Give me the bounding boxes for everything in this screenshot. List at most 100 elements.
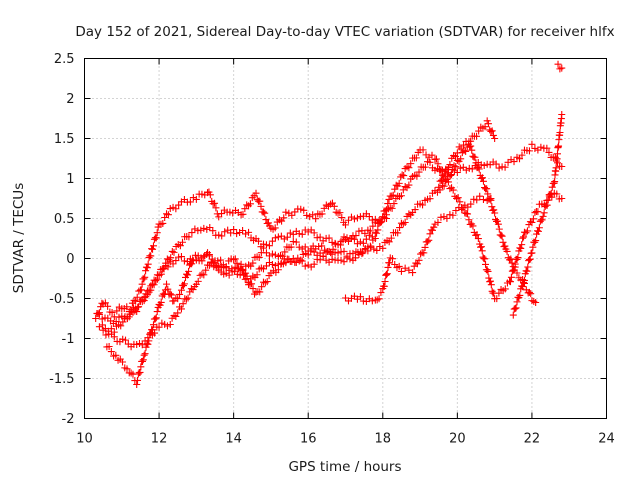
data-point (177, 305, 185, 313)
series-3 (95, 117, 499, 336)
data-point (319, 252, 327, 260)
data-point (359, 239, 367, 247)
data-point (479, 177, 487, 185)
data-point (495, 225, 503, 233)
data-point (143, 264, 151, 272)
data-point (125, 313, 133, 321)
data-point (531, 209, 539, 217)
data-point (153, 308, 161, 316)
data-point (349, 249, 357, 257)
data-point (331, 248, 339, 256)
data-point (462, 166, 470, 174)
data-point (527, 290, 535, 298)
data-point (430, 223, 438, 231)
data-point (241, 205, 249, 213)
data-point (383, 206, 391, 214)
data-point (123, 303, 131, 311)
data-point (440, 182, 448, 190)
data-point (163, 280, 171, 288)
series-4 (99, 146, 566, 351)
data-point (425, 236, 433, 244)
y-tick-label: -1.5 (49, 372, 74, 387)
data-point (468, 165, 476, 173)
data-point (373, 246, 381, 254)
data-point (511, 305, 519, 313)
data-point (388, 204, 396, 212)
data-point (230, 226, 238, 234)
data-point (159, 219, 167, 227)
data-point (271, 234, 279, 242)
data-point (528, 249, 536, 257)
data-point (186, 198, 194, 206)
data-point (438, 166, 446, 174)
data-point (552, 164, 560, 172)
data-point (401, 183, 409, 191)
data-point (375, 295, 383, 303)
data-point (479, 253, 487, 261)
data-point (426, 195, 434, 203)
data-point (234, 264, 242, 272)
y-tick-label: 0.5 (54, 212, 75, 227)
data-point (508, 259, 516, 267)
data-point (280, 214, 288, 222)
data-point (487, 277, 494, 285)
data-point (379, 244, 387, 252)
data-point (164, 285, 172, 293)
data-point (307, 245, 315, 253)
data-point (140, 297, 148, 305)
data-point (366, 242, 374, 250)
data-point (123, 365, 131, 373)
data-point (239, 266, 247, 274)
data-point (170, 248, 178, 256)
data-point (268, 250, 276, 258)
data-point (352, 232, 360, 240)
data-point (336, 209, 344, 217)
data-point (188, 260, 196, 268)
data-point (231, 255, 239, 263)
data-point (407, 160, 415, 168)
data-point (108, 308, 116, 316)
data-point (417, 250, 425, 258)
data-point (206, 223, 214, 231)
data-point (355, 227, 363, 235)
data-point (256, 197, 264, 205)
data-point (487, 127, 495, 135)
data-point (309, 211, 317, 219)
y-tick-label: -1 (62, 332, 75, 347)
data-point (460, 141, 468, 149)
data-point (163, 210, 171, 218)
data-point (381, 207, 389, 215)
data-point (467, 142, 475, 150)
data-point (143, 287, 151, 295)
data-point (122, 336, 130, 344)
data-point (543, 144, 551, 152)
data-point (378, 218, 386, 226)
data-point (112, 351, 120, 359)
data-point (488, 203, 496, 211)
data-point (280, 235, 288, 243)
data-point (396, 224, 404, 232)
data-point (439, 176, 447, 184)
data-point (155, 323, 163, 331)
data-point (310, 248, 318, 256)
data-point (494, 220, 502, 228)
data-point (147, 252, 155, 260)
data-point (268, 237, 276, 245)
data-point (152, 277, 160, 285)
data-point (401, 264, 409, 272)
data-point (189, 256, 197, 264)
data-point (394, 229, 402, 237)
data-point (291, 208, 299, 216)
data-point (291, 258, 299, 266)
data-point (426, 158, 434, 166)
data-point (174, 309, 182, 317)
data-point (242, 230, 250, 238)
data-point (501, 242, 509, 250)
data-point (437, 213, 445, 221)
data-point (117, 322, 125, 330)
data-point (547, 189, 555, 197)
data-point (403, 163, 411, 171)
data-point (484, 267, 492, 275)
data-point (362, 235, 370, 243)
data-point (271, 262, 279, 270)
